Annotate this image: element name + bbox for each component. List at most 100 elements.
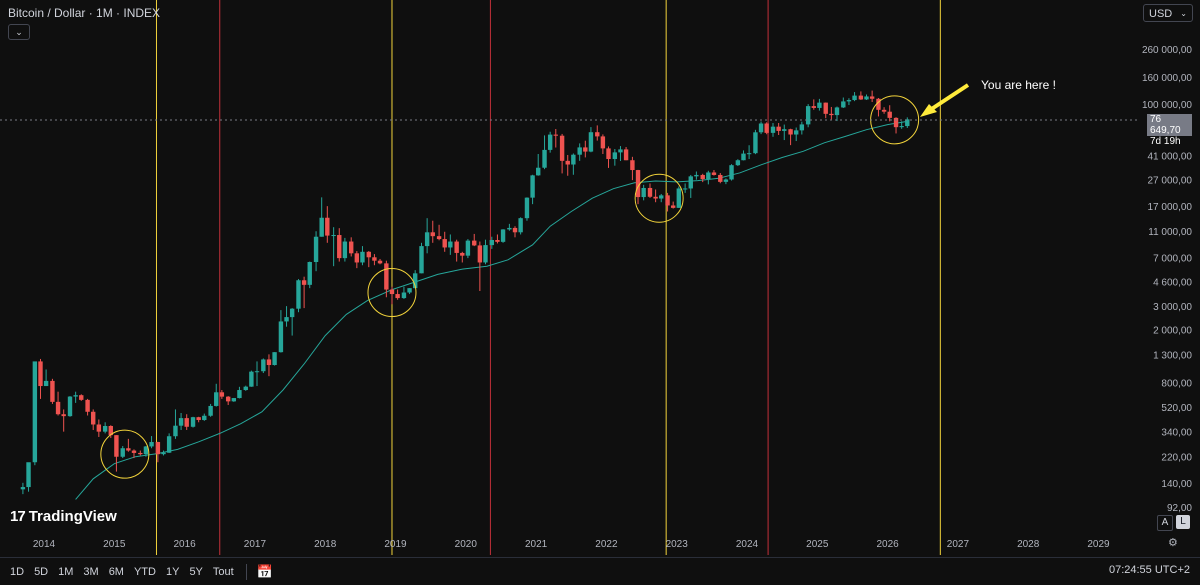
candle[interactable]: [354, 251, 360, 269]
candle[interactable]: [430, 220, 435, 243]
candle[interactable]: [85, 398, 90, 416]
candle[interactable]: [419, 242, 424, 274]
candle[interactable]: [243, 385, 248, 391]
candle[interactable]: [518, 217, 523, 235]
candle[interactable]: [905, 117, 910, 128]
candle[interactable]: [307, 261, 312, 289]
candle[interactable]: [670, 201, 676, 209]
candle[interactable]: [237, 386, 242, 399]
candle[interactable]: [583, 140, 588, 158]
candle[interactable]: [829, 106, 834, 120]
candle[interactable]: [630, 156, 635, 181]
gear-icon[interactable]: ⚙: [1168, 537, 1178, 549]
candle[interactable]: [120, 446, 125, 459]
candle[interactable]: [214, 383, 219, 407]
candle[interactable]: [178, 412, 184, 430]
candle[interactable]: [138, 450, 143, 456]
candle[interactable]: [26, 462, 31, 492]
candle[interactable]: [249, 370, 254, 387]
candle[interactable]: [401, 286, 407, 299]
candle[interactable]: [349, 237, 354, 257]
candle[interactable]: [841, 97, 846, 108]
candle[interactable]: [869, 90, 875, 103]
timeframe-3m[interactable]: 3M: [83, 565, 99, 578]
candle[interactable]: [729, 164, 734, 181]
candle[interactable]: [377, 258, 383, 265]
candle[interactable]: [823, 102, 828, 119]
candle[interactable]: [653, 189, 658, 203]
timeframe-1m[interactable]: 1M: [58, 565, 74, 578]
candle[interactable]: [301, 276, 307, 309]
candle[interactable]: [143, 446, 149, 457]
candle[interactable]: [618, 146, 623, 162]
candle[interactable]: [623, 147, 629, 161]
candle[interactable]: [500, 229, 506, 243]
candle[interactable]: [126, 438, 131, 452]
candle[interactable]: [577, 143, 582, 161]
timeframe-1d[interactable]: 1D: [10, 565, 25, 578]
candle[interactable]: [753, 129, 758, 155]
candle[interactable]: [852, 92, 857, 102]
timeframe-1y[interactable]: 1Y: [165, 565, 180, 578]
candle[interactable]: [296, 279, 301, 313]
timeframe-5y[interactable]: 5Y: [189, 565, 203, 578]
candle[interactable]: [477, 241, 483, 292]
candle[interactable]: [395, 289, 400, 300]
candle[interactable]: [595, 125, 600, 141]
currency-selector[interactable]: USD ⌄: [1143, 4, 1193, 22]
candle[interactable]: [805, 104, 811, 128]
candle[interactable]: [225, 396, 231, 405]
candle[interactable]: [834, 106, 840, 122]
candle[interactable]: [694, 171, 699, 180]
candle[interactable]: [524, 197, 530, 221]
candle[interactable]: [284, 306, 289, 327]
chart-title[interactable]: Bitcoin / Dollar · 1M · INDEX: [8, 6, 161, 20]
tradingview-logo[interactable]: 17 TradingView: [10, 508, 117, 525]
candle[interactable]: [155, 441, 161, 463]
candle[interactable]: [448, 234, 453, 255]
candle[interactable]: [43, 369, 49, 387]
log-scale-button[interactable]: L: [1176, 515, 1190, 529]
candle[interactable]: [553, 129, 558, 148]
candle[interactable]: [254, 361, 260, 387]
candle[interactable]: [389, 286, 395, 305]
candle[interactable]: [424, 218, 430, 254]
candle[interactable]: [161, 450, 166, 456]
candle[interactable]: [799, 121, 805, 135]
candle[interactable]: [73, 391, 78, 403]
candle[interactable]: [542, 135, 547, 170]
timeframe-ytd[interactable]: YTD: [133, 565, 156, 578]
candle[interactable]: [96, 419, 102, 437]
candle[interactable]: [184, 414, 189, 430]
candle[interactable]: [278, 310, 284, 353]
candle[interactable]: [647, 183, 653, 198]
candle[interactable]: [600, 134, 606, 155]
candle[interactable]: [313, 231, 319, 272]
candle[interactable]: [887, 105, 892, 122]
candle[interactable]: [289, 308, 295, 336]
candle[interactable]: [272, 352, 277, 366]
candle[interactable]: [91, 409, 96, 430]
candle[interactable]: [881, 107, 887, 114]
candle[interactable]: [442, 231, 447, 252]
candle[interactable]: [266, 354, 272, 377]
candle[interactable]: [173, 409, 178, 439]
chevron-down-icon[interactable]: ⌄: [8, 24, 30, 40]
candle[interactable]: [559, 133, 565, 174]
candle[interactable]: [741, 150, 746, 161]
candle[interactable]: [565, 154, 570, 176]
auto-scale-button[interactable]: A: [1157, 515, 1173, 531]
candle[interactable]: [67, 396, 73, 417]
calendar-icon[interactable]: 📅: [256, 563, 273, 579]
candle[interactable]: [512, 226, 518, 238]
candle[interactable]: [718, 173, 723, 184]
candle[interactable]: [261, 358, 266, 374]
candle[interactable]: [676, 186, 682, 208]
candle[interactable]: [102, 422, 108, 434]
candle[interactable]: [659, 193, 664, 203]
candle[interactable]: [547, 131, 553, 153]
candle[interactable]: [190, 416, 196, 428]
candle[interactable]: [384, 260, 389, 298]
candle[interactable]: [817, 98, 822, 111]
candle[interactable]: [811, 99, 816, 110]
